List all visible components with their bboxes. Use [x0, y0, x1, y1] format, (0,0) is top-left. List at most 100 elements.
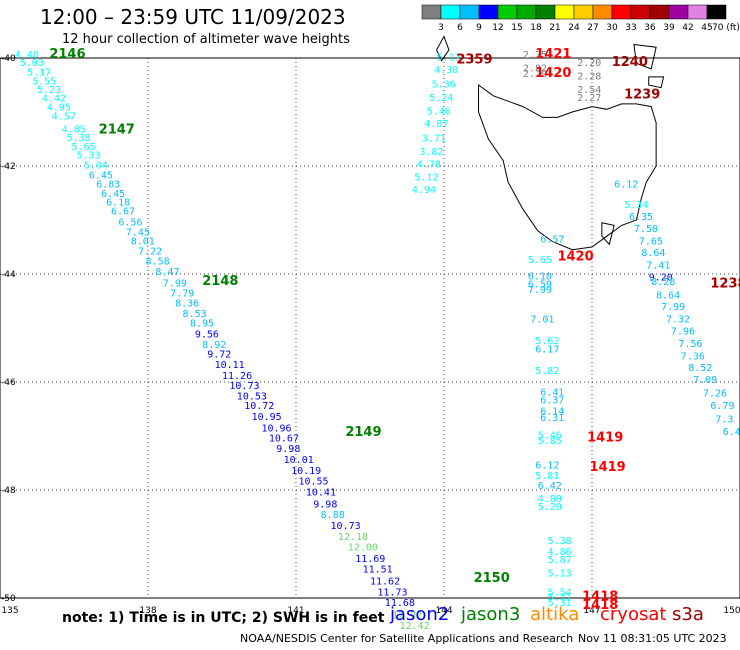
colorbar-swatch — [706, 4, 727, 20]
wave-height-value: 6.59 — [528, 280, 552, 291]
wave-height-value: 7.41 — [646, 261, 670, 272]
wave-height-value: 5.46 — [538, 431, 562, 442]
wave-height-value: 3.71 — [422, 134, 446, 145]
wave-height-value: 7.50 — [634, 224, 658, 235]
wave-height-value: 9.20 — [649, 272, 673, 283]
wave-height-value: 10.41 — [306, 487, 336, 498]
colorbar-label: 36 — [644, 23, 656, 33]
wave-height-value: 10.95 — [252, 412, 282, 423]
wave-height-value: 6.42 — [538, 481, 562, 492]
track-time-label: 2150 — [474, 571, 510, 586]
wave-height-value: 2.82 — [523, 64, 547, 75]
track-time-label: 1420 — [535, 66, 571, 81]
colorbar-swatch — [611, 4, 632, 20]
colorbar-label: 39 — [663, 23, 675, 33]
wave-height-value: 12.42 — [400, 621, 430, 632]
wave-height-value: 5.12 — [414, 173, 438, 184]
track-time-label: 1239 — [624, 88, 660, 103]
lon-tick-label: 135 — [1, 606, 18, 616]
colorbar-label: 24 — [568, 23, 580, 33]
track-time-label: 1421 — [535, 47, 571, 62]
track-time-label: 1420 — [557, 250, 593, 265]
wave-height-value: 4.94 — [412, 185, 436, 196]
wave-height-value: 4.95 — [47, 102, 71, 113]
wave-height-value: 4.42 — [42, 94, 66, 105]
wave-height-value: 12.22 — [392, 611, 422, 622]
wave-height-value: 7.99 — [528, 285, 552, 296]
legend-cryosat: cryosat — [600, 604, 667, 625]
wave-height-value: 9.98 — [313, 499, 337, 510]
wave-height-value: 6.10 — [528, 271, 552, 282]
wave-height-value: 5.04 — [84, 161, 108, 172]
lat-tick-label: -46 — [1, 378, 16, 388]
page-title: 12:00 – 23:59 UTC 11/09/2023 — [40, 5, 346, 29]
colorbar-swatch — [478, 4, 499, 20]
track-time-label: 2146 — [49, 47, 85, 62]
colorbar-swatch — [554, 4, 575, 20]
colorbar-label: 70 (ft) — [712, 23, 740, 33]
track-time-label: 1418 — [582, 598, 618, 613]
wave-height-value: 7.65 — [639, 236, 663, 247]
island-outline — [633, 43, 657, 70]
wave-height-value: 6.31 — [540, 413, 564, 424]
colorbar-label: 27 — [587, 23, 598, 33]
wave-height-value: 7.09 — [693, 375, 717, 386]
colorbar-swatch — [649, 4, 670, 20]
wave-height-value: 10.96 — [261, 424, 291, 435]
wave-height-value: 7.22 — [138, 247, 162, 258]
wave-height-value: 6.14 — [540, 406, 564, 417]
lat-tick-label: -40 — [1, 54, 16, 64]
wave-height-value: 10.01 — [284, 455, 314, 466]
wave-height-value: 7.26 — [703, 389, 727, 400]
wave-height-value: 7.3 — [715, 415, 733, 426]
colorbar-swatch — [516, 4, 537, 20]
wave-height-value: 10.19 — [291, 466, 321, 477]
wave-height-value: 11.68 — [385, 598, 415, 609]
page-subtitle: 12 hour collection of altimeter wave hei… — [62, 32, 350, 47]
colorbar-swatch — [630, 4, 651, 20]
wave-height-value: 6.12 — [535, 460, 559, 471]
wave-height-value: 4.80 — [538, 494, 562, 505]
wave-height-value: 7.36 — [681, 351, 705, 362]
track-time-label: 1418 — [582, 590, 618, 605]
wave-height-value: 9.72 — [207, 350, 231, 361]
colorbar-legend: 3 6 9 12 15 18 21 24 27 30 33 36 39 42 45 70 (ft) — [421, 4, 740, 33]
wave-height-value: 8.88 — [321, 510, 345, 521]
wave-height-value: 2.20 — [577, 58, 601, 69]
island-outline — [601, 222, 615, 246]
track-time-label: 2147 — [99, 123, 135, 138]
colorbar-swatch — [421, 4, 442, 20]
wave-height-value: 3.82 — [419, 147, 443, 158]
legend-jason2: jason2 — [390, 604, 450, 625]
wave-height-value: 4.87 — [424, 119, 448, 130]
colorbar-label: 6 — [457, 23, 463, 33]
wave-height-value: 4.57 — [52, 112, 76, 123]
colorbar-label: 15 — [511, 23, 522, 33]
wave-height-value: 7.99 — [163, 278, 187, 289]
wave-height-value: 5.38 — [67, 133, 91, 144]
wave-height-value: 8.53 — [183, 309, 207, 320]
wave-height-value: 6.4 — [723, 427, 740, 438]
wave-height-value: 5.54 — [548, 587, 572, 598]
wave-height-value: 6.35 — [629, 212, 653, 223]
wave-height-value: 6.17 — [535, 344, 559, 355]
lat-tick-label: -44 — [1, 270, 16, 280]
wave-height-value: 12.00 — [348, 542, 378, 553]
wave-height-value: 8.28 — [651, 277, 675, 288]
wave-height-value: 5.46 — [427, 107, 451, 118]
wave-height-value: 5.23 — [37, 85, 61, 96]
island-outline — [648, 76, 665, 89]
map-border — [0, 57, 740, 599]
wave-height-value: 5.20 — [538, 502, 562, 513]
wave-height-value: 11.69 — [355, 554, 385, 565]
tasmania-outline — [478, 84, 657, 251]
island-outline — [436, 35, 450, 62]
colorbar-swatch — [573, 4, 594, 20]
wave-height-value: 2.54 — [577, 85, 601, 96]
colorbar-swatch — [459, 4, 480, 20]
wave-height-value: 7.45 — [126, 228, 150, 239]
colorbar-label: 42 — [682, 23, 693, 33]
track-time-label: 2148 — [202, 274, 238, 289]
wave-height-value: 5.87 — [548, 555, 572, 566]
